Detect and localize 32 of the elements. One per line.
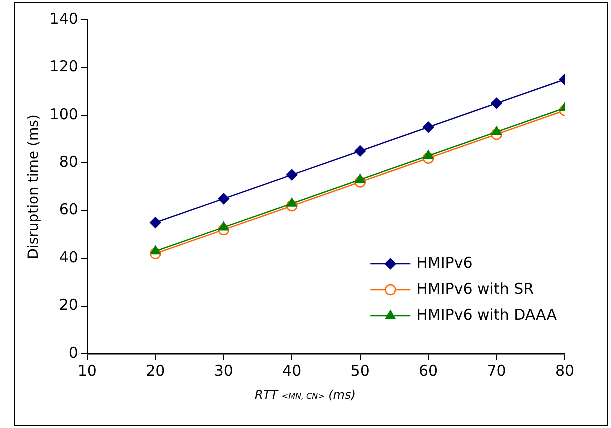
point — [218, 222, 229, 231]
x-tick-label: 30 — [214, 362, 234, 380]
x-tick-label: 80 — [555, 362, 575, 380]
y-tick-label: 80 — [59, 153, 78, 172]
point — [286, 169, 298, 181]
point — [422, 122, 434, 134]
y-tick-label: 100 — [50, 105, 78, 124]
y-tick-label: 20 — [59, 296, 78, 314]
legend-label: HMIPv6 — [416, 254, 473, 272]
point — [150, 246, 161, 255]
x-tick-label: 50 — [350, 362, 370, 380]
point — [150, 217, 162, 228]
x-tick-label: 60 — [419, 362, 438, 380]
point — [355, 174, 366, 183]
point — [492, 126, 502, 136]
x-tick-label: 40 — [282, 362, 302, 380]
point — [354, 146, 366, 157]
x-tick-label: 70 — [487, 362, 506, 380]
legend-label: HMIPv6 with DAAA — [416, 306, 558, 324]
point — [491, 98, 502, 110]
point — [218, 193, 230, 205]
point — [287, 198, 298, 207]
x-tick-label: 10 — [78, 362, 97, 380]
y-tick-label: 60 — [59, 200, 78, 219]
legend-label: HMIPv6 with SR — [416, 280, 534, 298]
y-tick-label: 0 — [68, 344, 78, 362]
y-tick-label: 140 — [50, 10, 78, 28]
y-tick-label: 120 — [50, 58, 78, 76]
point — [424, 150, 434, 160]
y-tick-label: 40 — [59, 248, 78, 266]
x-tick-label: 20 — [146, 362, 166, 380]
y-axis-title: Disruption time (ms) — [26, 114, 42, 260]
